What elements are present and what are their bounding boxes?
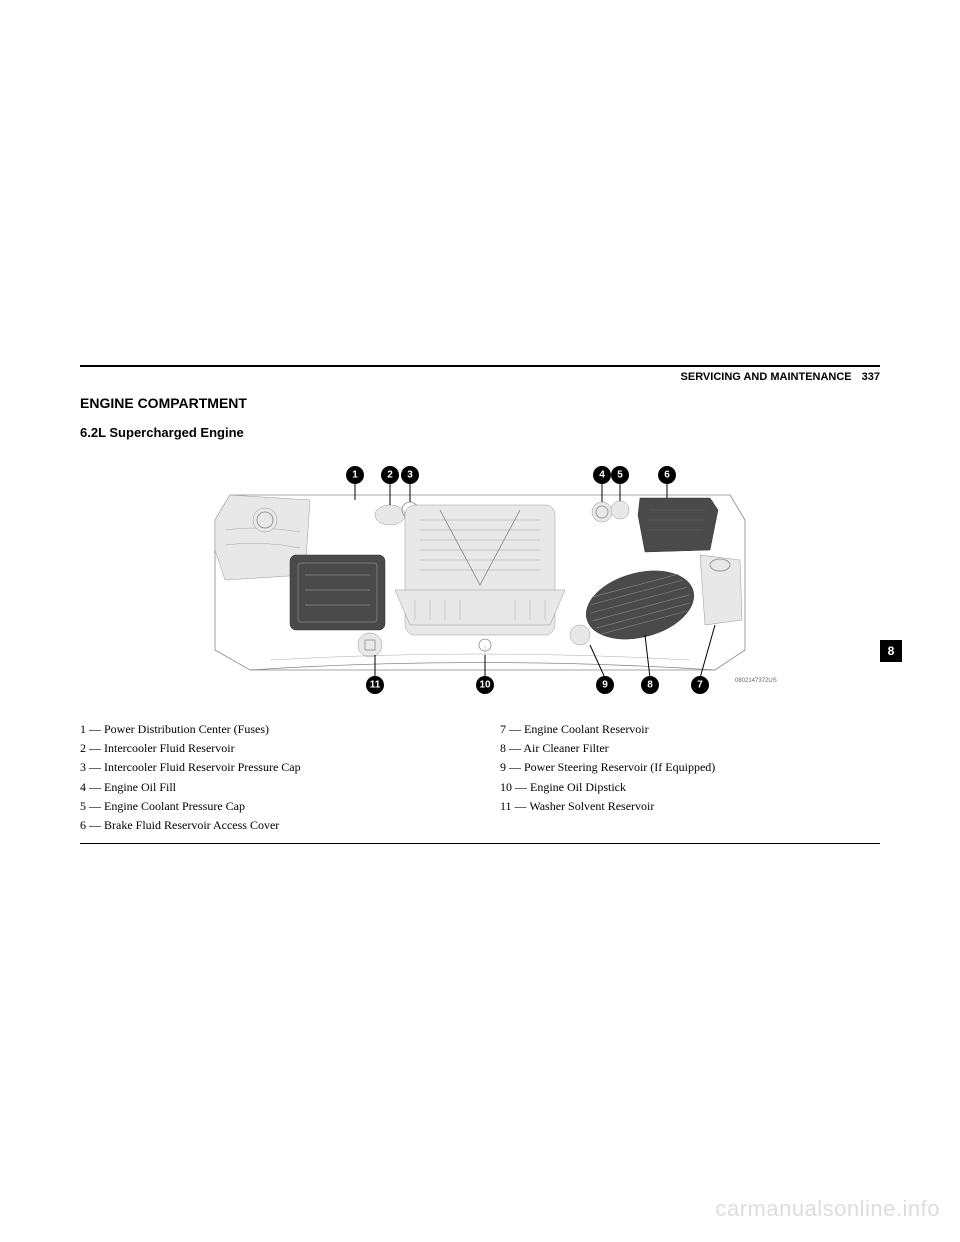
- svg-text:3: 3: [407, 470, 413, 481]
- callout-6: 6: [658, 466, 676, 498]
- callout-2: 2: [381, 466, 399, 505]
- engine-diagram-svg: 1 2 3 4 5: [170, 460, 790, 700]
- svg-text:10: 10: [479, 680, 491, 691]
- callout-5: 5: [611, 466, 629, 501]
- callout-4: 4: [593, 466, 611, 502]
- section-name: SERVICING AND MAINTENANCE: [681, 371, 852, 383]
- sub-heading: 6.2L Supercharged Engine: [80, 425, 880, 440]
- callout-10: 10: [476, 655, 494, 694]
- legend-right-col: 7 — Engine Coolant Reservoir 8 — Air Cle…: [500, 720, 880, 835]
- engine-diagram: 1 2 3 4 5: [80, 460, 880, 700]
- svg-text:7: 7: [697, 680, 703, 691]
- legend-item: 11 — Washer Solvent Reservoir: [500, 797, 880, 816]
- legend-item: 1 — Power Distribution Center (Fuses): [80, 720, 460, 739]
- chapter-tab: 8: [880, 640, 902, 662]
- svg-text:6: 6: [664, 470, 670, 481]
- svg-text:11: 11: [370, 680, 381, 691]
- header-rule: [80, 365, 880, 367]
- callout-9: 9: [590, 645, 614, 694]
- watermark: carmanualsonline.info: [715, 1196, 940, 1222]
- callout-8: 8: [641, 635, 659, 694]
- legend-item: 5 — Engine Coolant Pressure Cap: [80, 797, 460, 816]
- legend-item: 3 — Intercooler Fluid Reservoir Pressure…: [80, 758, 460, 777]
- svg-text:5: 5: [617, 470, 623, 481]
- callout-7: 7: [691, 625, 715, 694]
- legend-item: 2 — Intercooler Fluid Reservoir: [80, 739, 460, 758]
- image-code: 0802147372US: [735, 678, 777, 684]
- legend: 1 — Power Distribution Center (Fuses) 2 …: [80, 720, 880, 844]
- page-number: 337: [862, 371, 880, 383]
- svg-text:9: 9: [602, 680, 608, 691]
- legend-item: 9 — Power Steering Reservoir (If Equippe…: [500, 758, 880, 777]
- legend-item: 4 — Engine Oil Fill: [80, 778, 460, 797]
- legend-item: 10 — Engine Oil Dipstick: [500, 778, 880, 797]
- svg-text:4: 4: [599, 470, 605, 481]
- legend-left-col: 1 — Power Distribution Center (Fuses) 2 …: [80, 720, 460, 835]
- legend-item: 7 — Engine Coolant Reservoir: [500, 720, 880, 739]
- main-heading: ENGINE COMPARTMENT: [80, 395, 880, 411]
- callout-11: 11: [366, 655, 384, 694]
- callout-3: 3: [401, 466, 419, 502]
- svg-text:8: 8: [647, 680, 653, 691]
- page-header: SERVICING AND MAINTENANCE 337: [80, 371, 880, 383]
- svg-text:2: 2: [387, 470, 393, 481]
- svg-text:1: 1: [352, 470, 358, 481]
- legend-item: 6 — Brake Fluid Reservoir Access Cover: [80, 816, 460, 835]
- legend-item: 8 — Air Cleaner Filter: [500, 739, 880, 758]
